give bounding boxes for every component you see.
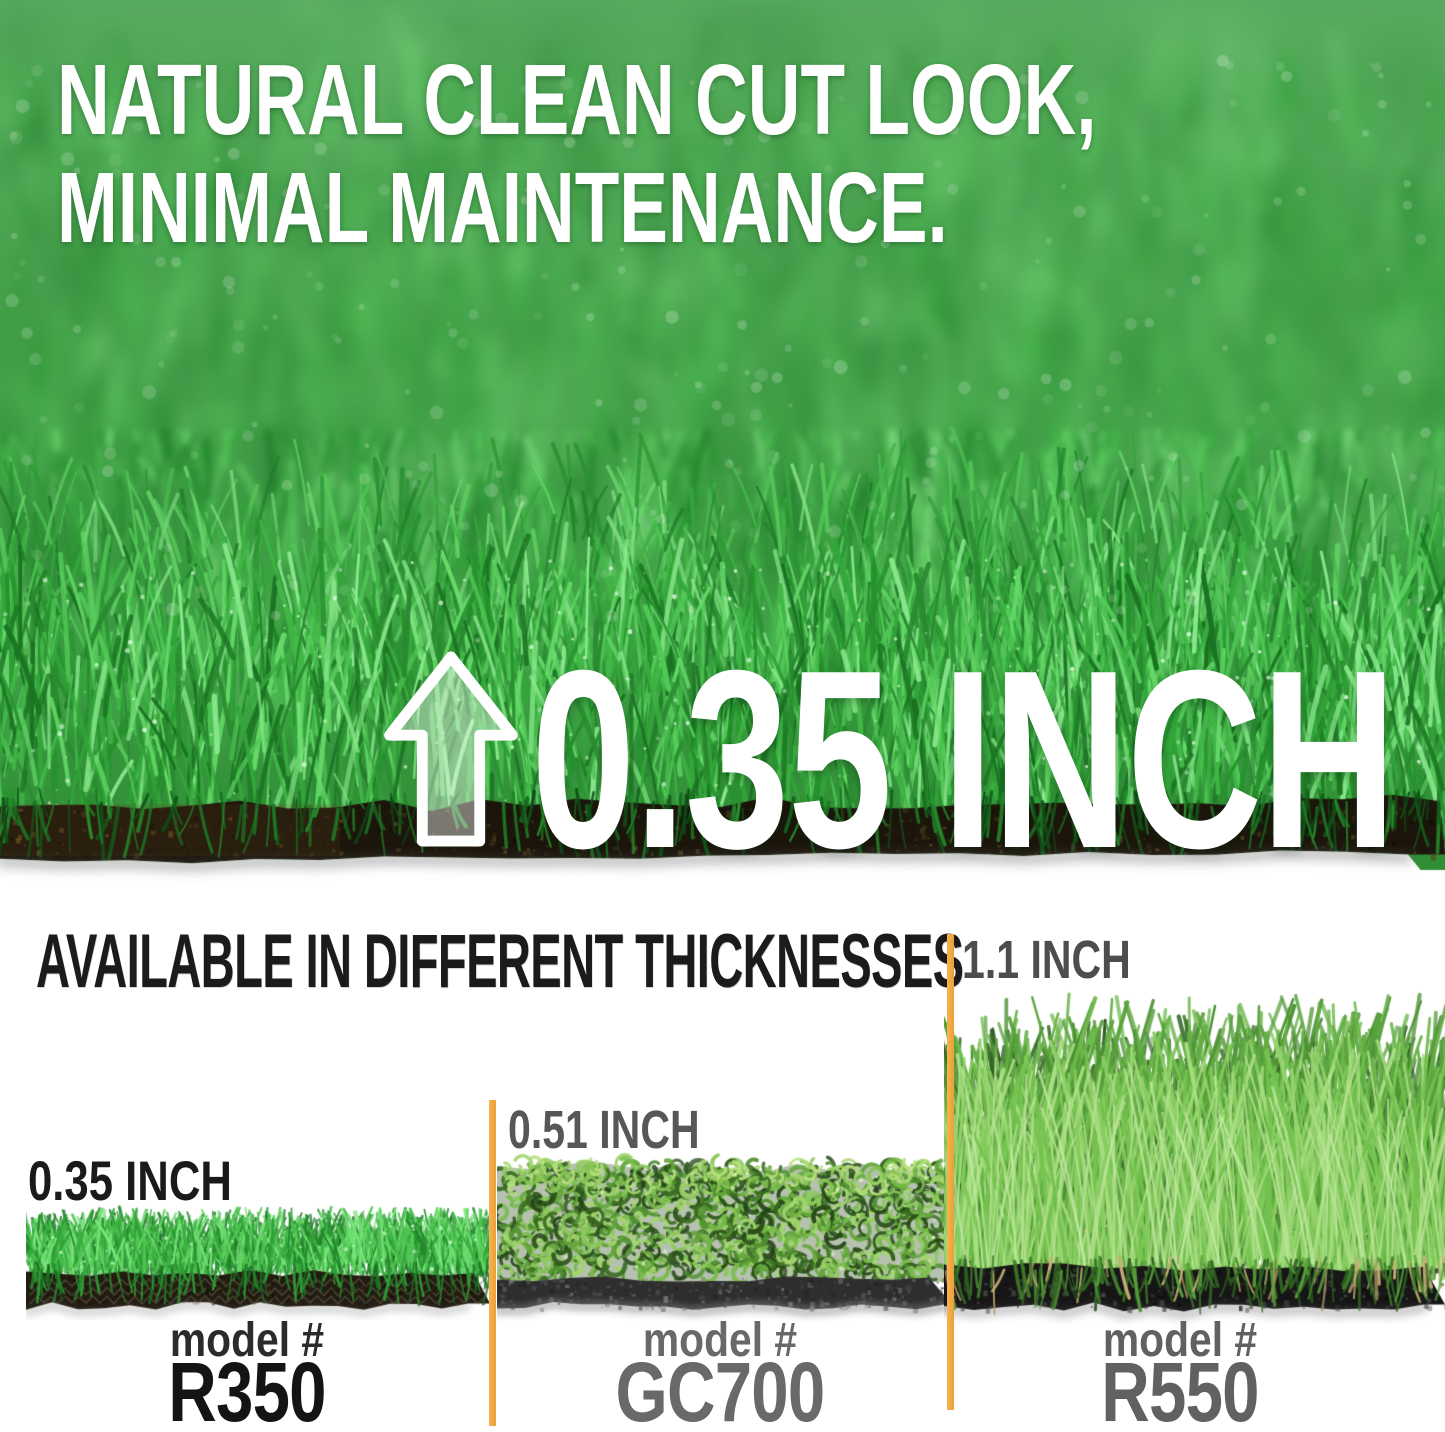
- turf-sample-r550: [944, 980, 1445, 1330]
- height-marker-line-gc700: [489, 1100, 496, 1426]
- height-marker-line-r550: [947, 934, 954, 1410]
- model-number-label: model #: [1102, 1314, 1258, 1367]
- model-number-label: model #: [642, 1314, 798, 1367]
- headline-line-1: NATURAL CLEAN CUT LOOK,: [57, 44, 1097, 156]
- section-heading: AVAILABLE IN DIFFERENT THICKNESSES: [36, 919, 964, 1004]
- pile-height-callout: 0.35 INCH: [531, 617, 1397, 901]
- turf-sample-gc700: [497, 1150, 952, 1322]
- thickness-label-gc700: 0.51 INCH: [508, 1100, 700, 1160]
- up-arrow-icon: [384, 651, 518, 847]
- hero-grass-photo: [0, 0, 1445, 900]
- thickness-label-r550: 1.1 INCH: [962, 930, 1131, 990]
- headline-line-2: MINIMAL MAINTENANCE.: [57, 152, 948, 264]
- model-number: R550: [1101, 1345, 1259, 1432]
- model-column-r550: model # R550: [980, 1317, 1380, 1432]
- model-column-gc700: model # GC700: [520, 1317, 920, 1432]
- model-column-r350: model # R350: [47, 1317, 447, 1432]
- turf-sample-r350: [26, 1202, 490, 1320]
- model-number: R350: [168, 1345, 326, 1432]
- thickness-label-r350: 0.35 INCH: [28, 1149, 232, 1212]
- model-number-label: model #: [169, 1314, 325, 1367]
- model-number: GC700: [615, 1345, 826, 1432]
